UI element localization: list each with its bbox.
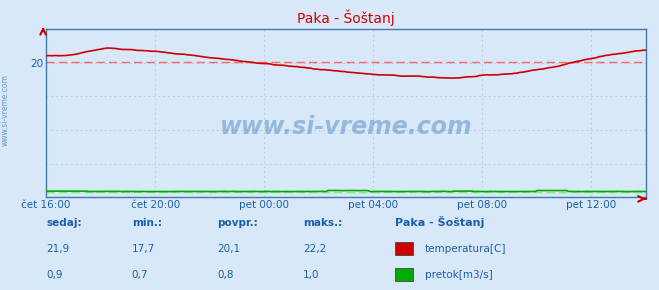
Text: sedaj:: sedaj: — [46, 218, 82, 228]
Text: www.si-vreme.com: www.si-vreme.com — [1, 74, 10, 146]
Text: 21,9: 21,9 — [46, 244, 69, 254]
Text: min.:: min.: — [132, 218, 162, 228]
Text: temperatura[C]: temperatura[C] — [425, 244, 507, 254]
Text: 20,1: 20,1 — [217, 244, 241, 254]
Text: povpr.:: povpr.: — [217, 218, 258, 228]
Text: Paka - Šoštanj: Paka - Šoštanj — [395, 216, 485, 228]
Text: maks.:: maks.: — [303, 218, 343, 228]
Text: www.si-vreme.com: www.si-vreme.com — [219, 115, 473, 139]
Text: 1,0: 1,0 — [303, 270, 320, 280]
Text: 17,7: 17,7 — [132, 244, 155, 254]
Text: 0,7: 0,7 — [132, 270, 148, 280]
Text: pretok[m3/s]: pretok[m3/s] — [425, 271, 493, 280]
Text: 0,8: 0,8 — [217, 270, 234, 280]
Text: 22,2: 22,2 — [303, 244, 326, 254]
Text: 0,9: 0,9 — [46, 270, 63, 280]
Title: Paka - Šoštanj: Paka - Šoštanj — [297, 10, 395, 26]
